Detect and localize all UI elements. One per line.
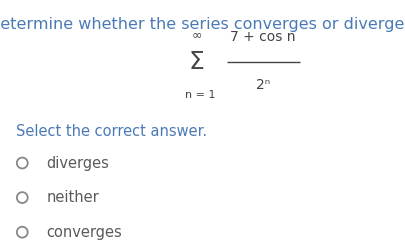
Text: converges: converges — [47, 225, 122, 240]
Text: n = 1: n = 1 — [185, 90, 216, 100]
Text: diverges: diverges — [47, 156, 109, 170]
Text: neither: neither — [47, 190, 99, 205]
Text: Select the correct answer.: Select the correct answer. — [16, 124, 207, 139]
Text: ∞: ∞ — [191, 28, 202, 41]
Text: 2ⁿ: 2ⁿ — [256, 78, 271, 92]
Text: 7 + cos n: 7 + cos n — [230, 30, 296, 44]
Text: Determine whether the series converges or diverges.: Determine whether the series converges o… — [0, 17, 405, 32]
Text: Σ: Σ — [188, 50, 205, 74]
